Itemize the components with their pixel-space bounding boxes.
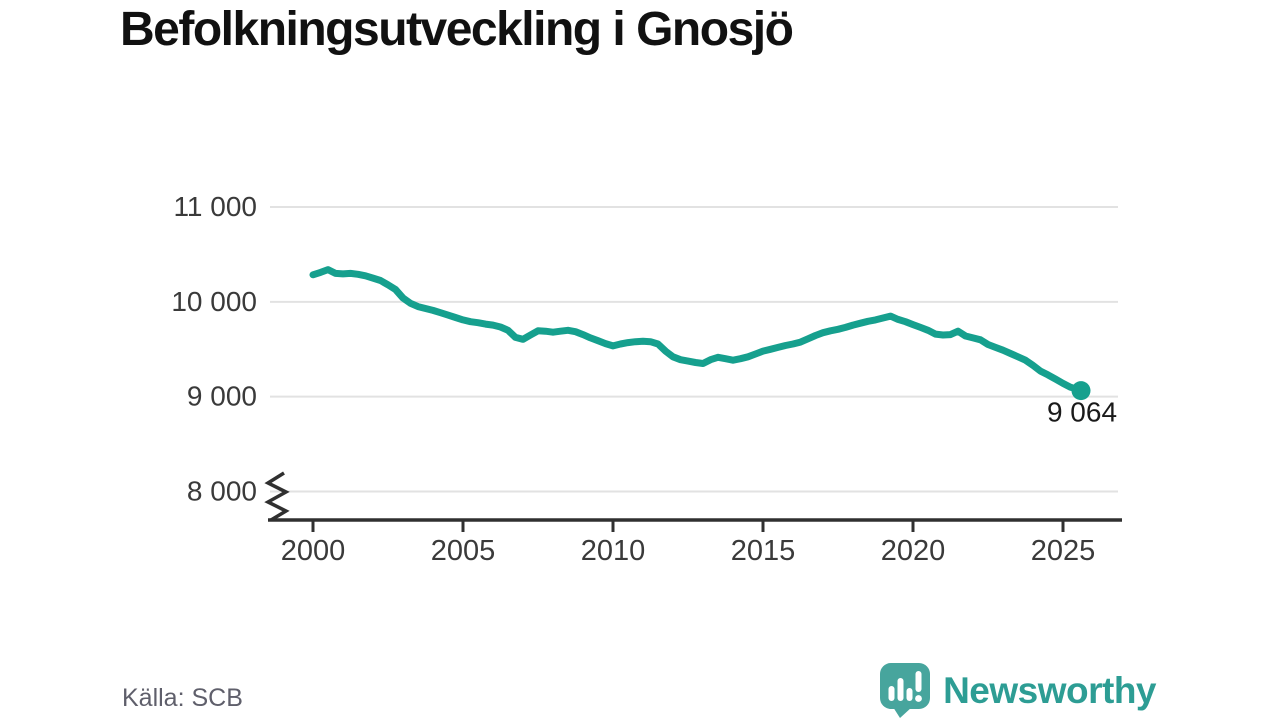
latest-value-label: 9 064 [1047, 397, 1117, 428]
x-tick-label: 2015 [731, 535, 796, 567]
chart-title: Befolkningsutveckling i Gnosjö [120, 3, 794, 56]
population-line [309, 266, 1085, 395]
x-tick-label: 2005 [431, 535, 496, 567]
source-note: Källa: SCB [122, 684, 243, 712]
newsworthy-logo: Newsworthy [879, 662, 1156, 719]
newsworthy-wordmark: Newsworthy [943, 669, 1156, 711]
y-tick-label: 8 000 [187, 476, 257, 507]
axis-break-icon [264, 471, 290, 522]
x-axis-ticks [311, 521, 1065, 532]
x-tick-label: 2025 [1031, 535, 1096, 567]
y-axis-labels: 11 000 10 000 9 000 8 000 [171, 191, 257, 507]
y-tick-label: 10 000 [171, 286, 257, 317]
latest-point-marker [1071, 381, 1091, 401]
x-tick-label: 2020 [881, 535, 946, 567]
x-tick-label: 2000 [281, 535, 346, 567]
x-tick-label: 2010 [581, 535, 646, 567]
y-tick-label: 11 000 [173, 191, 257, 222]
y-tick-label: 9 000 [187, 381, 257, 412]
x-axis-labels: 2000 2005 2010 2015 2020 2025 [281, 535, 1096, 567]
newsworthy-icon [880, 663, 931, 718]
